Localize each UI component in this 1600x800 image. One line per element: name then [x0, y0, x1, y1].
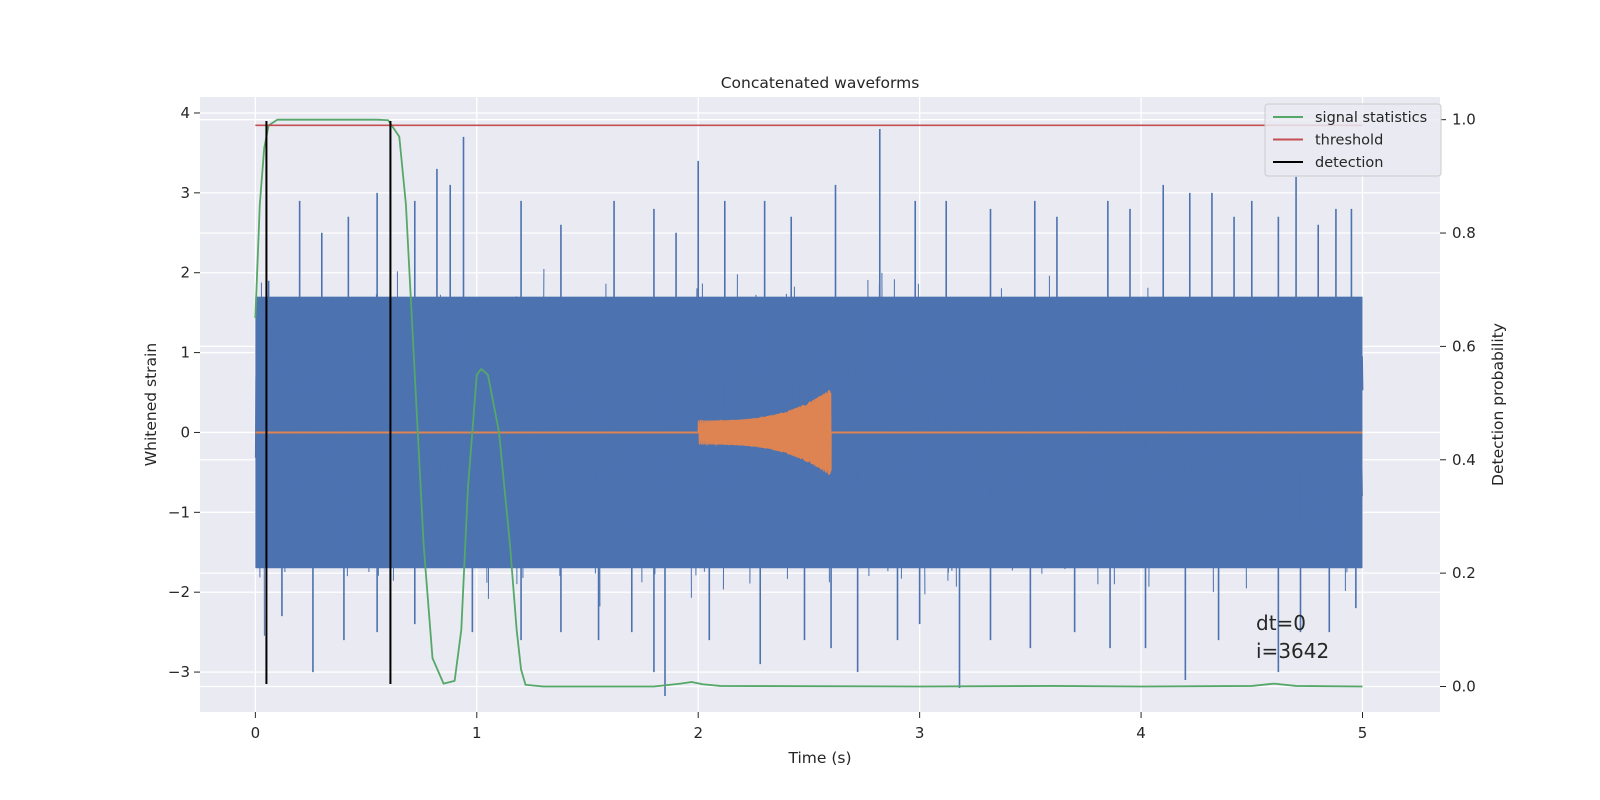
legend-box — [1264, 103, 1442, 177]
axes: 0 1 2 3 4 5 −3 −2 −1 0 1 2 3 4 0.0 0.2 0.4 0.6 0.8 1.0 — [168, 104, 1476, 742]
y-axis-label: Whitened strain — [142, 343, 160, 466]
y2-tick-label: 0.6 — [1452, 337, 1476, 355]
y-tick-label: 3 — [180, 184, 190, 202]
annotation-index: i=3642 — [1256, 639, 1329, 663]
legend-entry-threshold: threshold — [1315, 133, 1383, 149]
y-tick-label: 2 — [180, 264, 190, 282]
x-tick-label: 1 — [472, 724, 482, 742]
y-tick-label: 4 — [180, 104, 190, 122]
x-tick-label: 0 — [251, 724, 261, 742]
injection-chirp — [697, 390, 832, 475]
y2-tick-label: 0.2 — [1452, 564, 1476, 582]
x-tick-label: 5 — [1358, 724, 1368, 742]
y2-axis-label: Detection probability — [1489, 323, 1507, 486]
annotation-dt: dt=0 — [1256, 611, 1306, 635]
x-tick-label: 2 — [693, 724, 703, 742]
y-tick-label: −2 — [168, 583, 190, 601]
x-tick-label: 4 — [1136, 724, 1146, 742]
y-tick-label: 1 — [180, 344, 190, 362]
legend-entry-signal-statistics: signal statistics — [1315, 110, 1427, 126]
chart-title: Concatenated waveforms — [721, 74, 920, 92]
series-injected-signal — [255, 390, 1363, 475]
legend-entry-detection: detection — [1315, 155, 1383, 171]
x-tick-label: 3 — [915, 724, 925, 742]
y2-tick-label: 0.0 — [1452, 677, 1476, 695]
x-axis-label: Time (s) — [787, 749, 851, 767]
data-layer — [254, 118, 1364, 697]
y2-tick-label: 0.4 — [1452, 451, 1476, 469]
y-tick-label: 0 — [180, 423, 190, 441]
y-tick-label: −1 — [168, 503, 190, 521]
y2-tick-label: 0.8 — [1452, 224, 1476, 242]
y-tick-label: −3 — [168, 663, 190, 681]
legend: signal statistics threshold detection — [1264, 103, 1442, 177]
series-signal-statistics — [254, 118, 1363, 688]
y2-tick-label: 1.0 — [1452, 111, 1476, 129]
